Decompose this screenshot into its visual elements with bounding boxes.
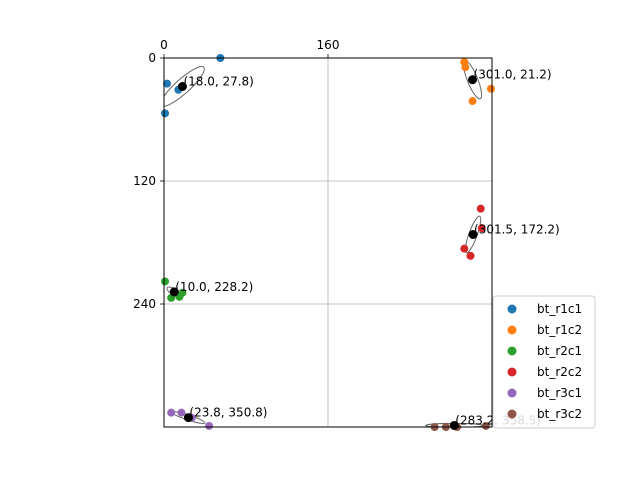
y-tick-label: 120 [133,174,156,188]
data-point [460,244,469,253]
axis-ticks: 0 160 0 120 240 [133,38,339,311]
data-point [468,97,477,106]
legend-label: bt_r3c2 [537,407,582,421]
centroid-label: (18.0, 27.8) [183,74,253,88]
data-point [177,408,186,417]
centroid-marker [468,75,478,85]
legend-label: bt_r2c1 [537,344,582,358]
y-tick-label: 0 [148,51,156,65]
data-point [476,204,485,213]
legend-marker [507,346,517,356]
cluster-ellipse [164,66,205,107]
centroid-marker [183,413,193,423]
data-point [461,63,470,72]
x-tick-label: 160 [317,38,340,52]
legend-label: bt_r3c1 [537,386,582,400]
centroid-label: (301.5, 172.2) [474,223,560,237]
centroid-label: (10.0, 228.2) [175,280,253,294]
centroid-marker [177,81,187,91]
data-point [167,408,176,417]
centroid-marker [449,420,459,430]
centroid-marker [169,287,179,297]
legend: bt_r1c1 bt_r1c2 bt_r2c1 bt_r2c2 bt_r3c1 bt_r3… [492,295,596,429]
legend-marker [507,304,517,314]
grid-lines [164,58,492,427]
legend-marker [507,367,517,377]
legend-marker [507,409,517,419]
centroid-markers [169,75,478,430]
data-point [163,79,172,88]
data-point [477,224,486,233]
x-tick-label: 0 [160,38,168,52]
centroid-marker [468,230,478,240]
data-point [466,251,475,260]
centroid-label: (301.0, 21.2) [474,68,552,82]
data-point [178,288,187,297]
data-point [486,84,495,93]
data-point [161,277,170,286]
legend-box [492,295,596,429]
cluster-ellipses [164,60,484,427]
data-points [161,54,495,431]
data-point [161,109,170,118]
legend-label: bt_r2c2 [537,365,582,379]
data-point [205,421,214,430]
legend-label: bt_r1c1 [537,302,582,316]
centroid-label: (23.8, 350.8) [189,406,267,420]
y-tick-label: 240 [133,297,156,311]
data-point [481,421,490,430]
legend-label: bt_r1c2 [537,323,582,337]
legend-marker [507,325,517,335]
legend-marker [507,388,517,398]
